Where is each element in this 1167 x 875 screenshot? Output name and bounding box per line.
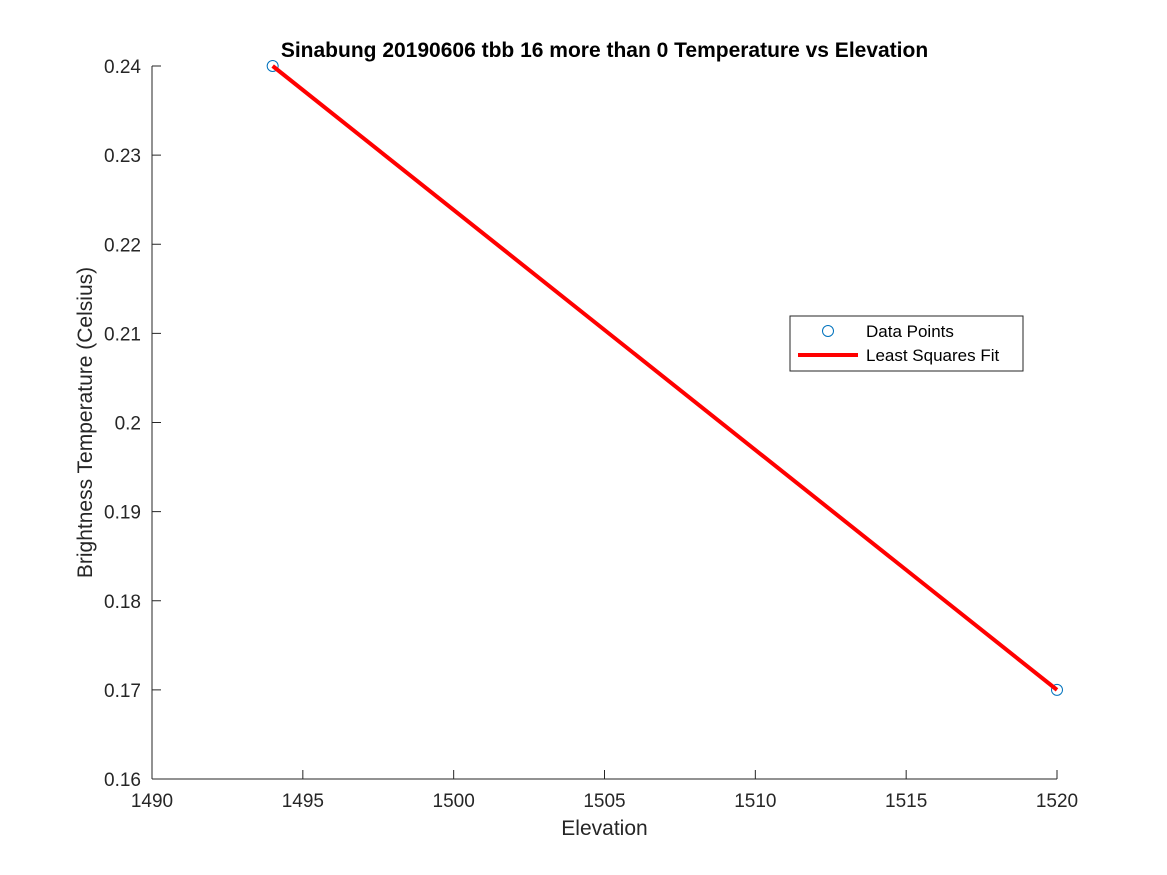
x-axis-label: Elevation xyxy=(561,817,647,840)
data-point xyxy=(266,60,279,72)
x-tick-label: 1495 xyxy=(282,791,324,812)
x-tick-label: 1520 xyxy=(1036,791,1078,812)
y-tick-label: 0.19 xyxy=(104,503,141,524)
y-axis-label: Brightness Temperature (Celsius) xyxy=(74,267,97,578)
plot-area xyxy=(266,60,1063,696)
x-axis: 1490 1495 1500 1505 1510 1515 1520 xyxy=(131,770,1078,812)
y-tick-label: 0.22 xyxy=(104,235,141,256)
x-tick-label: 1490 xyxy=(131,791,173,812)
y-tick-label: 0.21 xyxy=(104,324,141,345)
y-axis: 0.16 0.17 0.18 0.19 0.2 0.21 0.22 0.23 0.24 xyxy=(104,57,161,791)
chart-title: Sinabung 20190606 tbb 16 more than 0 Tem… xyxy=(281,39,928,62)
x-tick-label: 1515 xyxy=(885,791,927,812)
legend: Data Points Least Squares Fit xyxy=(789,315,1024,372)
fit-line xyxy=(271,64,1059,692)
y-tick-label: 0.23 xyxy=(104,146,141,167)
y-tick-label: 0.2 xyxy=(115,414,141,435)
y-tick-label: 0.18 xyxy=(104,592,141,613)
y-tick-label: 0.24 xyxy=(104,57,141,78)
x-tick-label: 1510 xyxy=(734,791,776,812)
x-tick-label: 1500 xyxy=(433,791,475,812)
legend-marker xyxy=(822,325,834,337)
y-tick-label: 0.16 xyxy=(104,770,141,791)
axes xyxy=(151,66,1057,780)
data-point xyxy=(1051,683,1063,696)
legend-label: Data Points xyxy=(866,322,954,341)
y-tick-label: 0.17 xyxy=(104,681,141,702)
plot-background xyxy=(152,66,1057,779)
legend-label: Least Squares Fit xyxy=(866,346,1000,365)
x-tick-label: 1505 xyxy=(583,791,625,812)
